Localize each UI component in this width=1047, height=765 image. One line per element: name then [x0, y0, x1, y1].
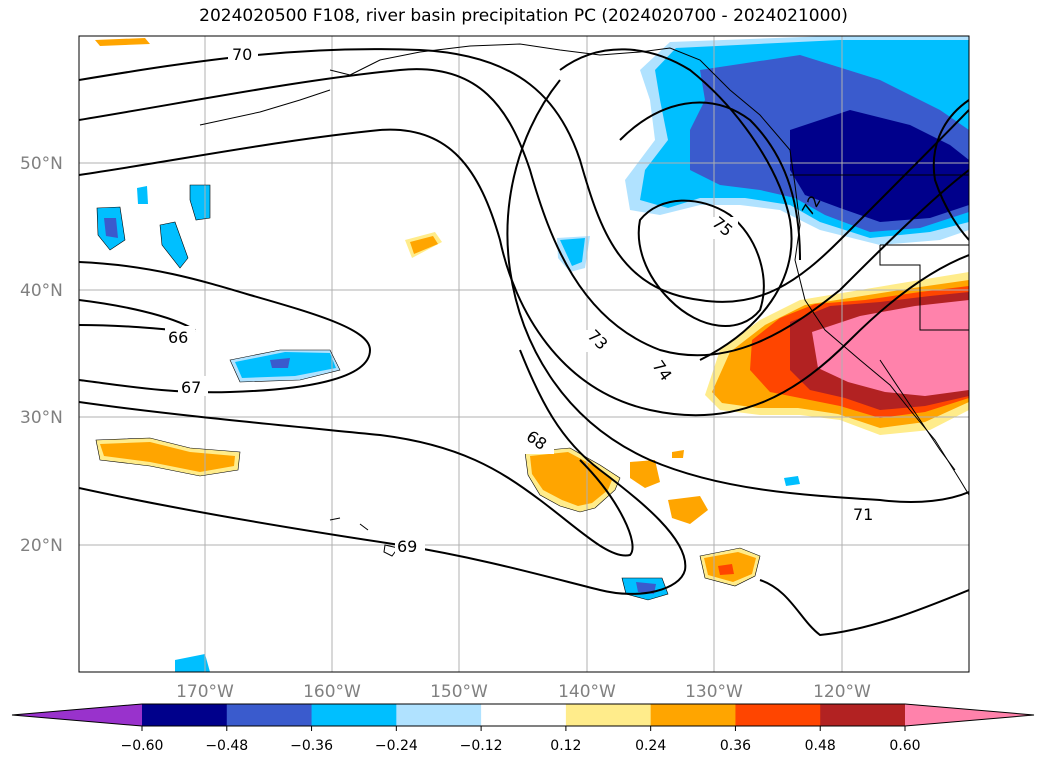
field-outlines: [95, 184, 761, 601]
lon-label-150w: 150°W: [430, 682, 488, 702]
contour-label-69: 69: [397, 537, 417, 556]
lon-label-160w: 160°W: [303, 682, 361, 702]
colorbar: −0.60 −0.48 −0.36 −0.24 −0.12 0.12 0.24 0.36 0.4…: [11, 703, 1035, 754]
lat-label-40n: 40°N: [20, 281, 63, 301]
map-title: 2024020500 F108, river basin precipitati…: [199, 6, 848, 26]
contour-label-66: 66: [168, 328, 188, 347]
colorbar-tick-label: −0.48: [205, 738, 248, 754]
colorbar-tick-label: 0.24: [635, 738, 666, 754]
colorbar-tick-label: −0.60: [121, 738, 164, 754]
colorbar-bin: [650, 704, 736, 726]
colorbar-bin: [735, 704, 821, 726]
contour-labels: 70 66 67 68 69 71 72 73 74 75: [165, 43, 880, 556]
lat-axis-labels: 50°N 40°N 30°N 20°N: [20, 154, 63, 556]
colorbar-bin: [820, 704, 906, 726]
colorbar-bin: [142, 704, 228, 726]
lon-label-170w: 170°W: [176, 682, 234, 702]
colorbar-tick-label: 0.12: [550, 738, 581, 754]
lon-label-140w: 140°W: [558, 682, 616, 702]
map-frame: [78, 35, 970, 673]
graticule: [79, 36, 969, 672]
colorbar-extend-low: [12, 704, 142, 726]
colorbar-tick-label: −0.36: [290, 738, 333, 754]
lon-axis-labels: 170°W 160°W 150°W 140°W 130°W 120°W: [176, 682, 871, 702]
lat-label-20n: 20°N: [20, 536, 63, 556]
colorbar-bin: [481, 704, 567, 726]
colorbar-bin: [565, 704, 652, 726]
colorbar-tick-label: 0.60: [889, 738, 920, 754]
coastlines: [199, 43, 969, 557]
contour-label-67: 67: [181, 378, 201, 397]
lon-label-130w: 130°W: [685, 682, 743, 702]
lat-label-50n: 50°N: [20, 154, 63, 174]
colorbar-bin: [226, 704, 313, 726]
colorbar-bin: [396, 704, 482, 726]
colorbar-extend-high: [905, 704, 1034, 726]
contour-label-71: 71: [853, 505, 873, 524]
lon-label-120w: 120°W: [813, 682, 871, 702]
colorbar-tick-label: 0.36: [720, 738, 751, 754]
colorbar-tick-label: −0.12: [460, 738, 503, 754]
colorbar-tick-label: 0.48: [805, 738, 836, 754]
colorbar-bin: [311, 704, 397, 726]
colorbar-tick-label: −0.24: [375, 738, 418, 754]
lat-label-30n: 30°N: [20, 408, 63, 428]
contour-label-70: 70: [232, 45, 252, 64]
